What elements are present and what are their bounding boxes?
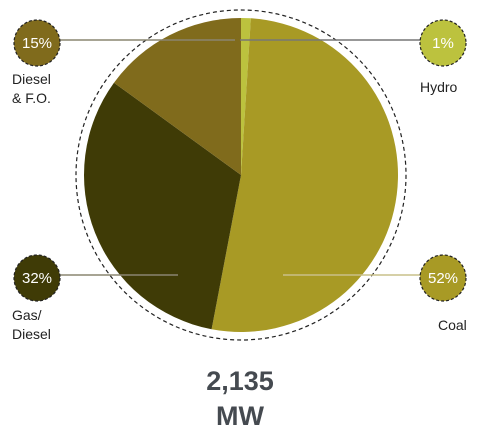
value-label: 52% [428, 270, 458, 287]
pie-slice [211, 18, 398, 332]
pie-slice [113, 18, 241, 175]
value-label: 15% [22, 35, 52, 52]
badge [13, 19, 61, 67]
value-label: 1% [432, 35, 454, 52]
category-label: Gas/ Diesel [12, 307, 51, 342]
value-label: 32% [22, 270, 52, 287]
total: 2,135 MW [206, 366, 274, 431]
pie-slice [83, 82, 241, 330]
category-label: Hydro [420, 79, 458, 95]
badge [419, 254, 467, 302]
badge [13, 254, 61, 302]
pie-slice [241, 18, 251, 175]
category-label: Diesel & F.O. [12, 71, 51, 106]
outline [75, 9, 407, 341]
category-label: Coal [438, 317, 467, 333]
badge [419, 19, 467, 67]
